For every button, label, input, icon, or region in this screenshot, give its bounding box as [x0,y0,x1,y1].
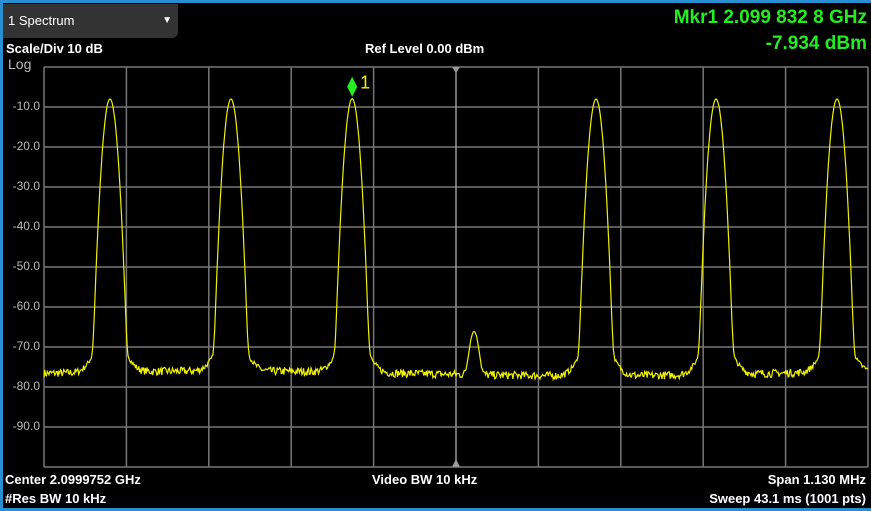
scale-type-label: Log [8,56,32,72]
y-tick-label: -80.0 [12,379,40,393]
res-bw-label[interactable]: #Res BW 10 kHz [5,491,107,506]
marker-level-readout: -7.934 dBm [765,33,867,54]
window-select-dropdown[interactable]: 1 Spectrum ▼ [3,4,178,38]
marker-number-label: 1 [360,73,370,93]
span-label[interactable]: Span 1.130 MHz [767,472,866,487]
y-tick-label: -90.0 [12,419,40,433]
center-frequency-indicator-icon [452,459,460,467]
y-tick-label: -40.0 [12,219,40,233]
y-tick-label: -50.0 [12,259,40,273]
ref-level-indicator-icon [452,67,460,73]
marker-diamond-icon [347,76,358,97]
spectrum-trace [43,97,869,382]
y-tick-label: -20.0 [12,139,40,153]
triangle-down-icon: ▼ [162,15,172,26]
y-tick-label: -70.0 [12,339,40,353]
video-bw-label[interactable]: Video BW 10 kHz [372,472,478,487]
dropdown-label: 1 Spectrum [8,13,75,28]
y-tick-label: -10.0 [12,99,40,113]
scale-div-label: Scale/Div 10 dB [6,41,103,56]
marker-frequency-readout: Mkr1 2.099 832 8 GHz [673,7,867,28]
ref-level-label[interactable]: Ref Level 0.00 dBm [365,41,485,56]
y-tick-label: -30.0 [12,179,40,193]
sweep-label[interactable]: Sweep 43.1 ms (1001 pts) [709,491,866,506]
center-frequency-label[interactable]: Center 2.0999752 GHz [5,472,141,487]
y-tick-label: -60.0 [12,299,40,313]
